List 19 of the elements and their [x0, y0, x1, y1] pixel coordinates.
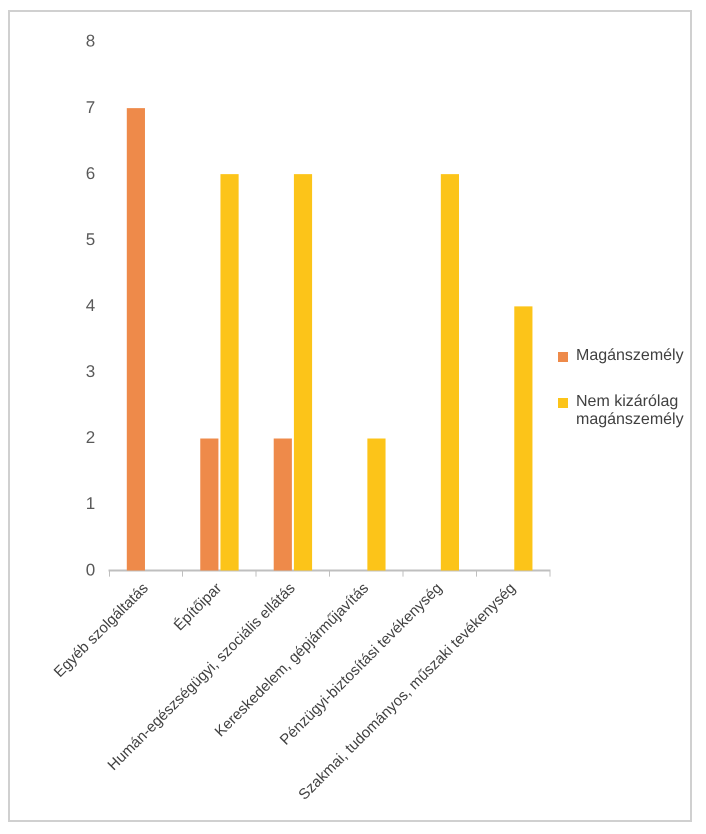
- y-tick-label: 2: [86, 428, 96, 448]
- bar: [514, 306, 532, 571]
- y-tick-label: 7: [86, 98, 96, 117]
- bar: [367, 438, 386, 571]
- legend-label: Nem kizárólag magánszemély: [576, 393, 684, 429]
- bar: [220, 174, 239, 571]
- bar: [200, 438, 218, 571]
- bar: [274, 438, 292, 571]
- y-tick-label: 1: [86, 494, 96, 514]
- y-tick-label: 8: [86, 32, 96, 51]
- y-tick-label: 5: [86, 230, 96, 249]
- y-tick-label: 0: [86, 560, 96, 580]
- legend-label: Magánszemély: [576, 347, 684, 365]
- y-tick-label: 3: [86, 362, 96, 382]
- bar: [440, 174, 460, 571]
- y-tick-label: 4: [86, 296, 96, 316]
- bar: [126, 108, 145, 571]
- bar: [294, 174, 312, 571]
- y-tick-label: 6: [86, 164, 96, 183]
